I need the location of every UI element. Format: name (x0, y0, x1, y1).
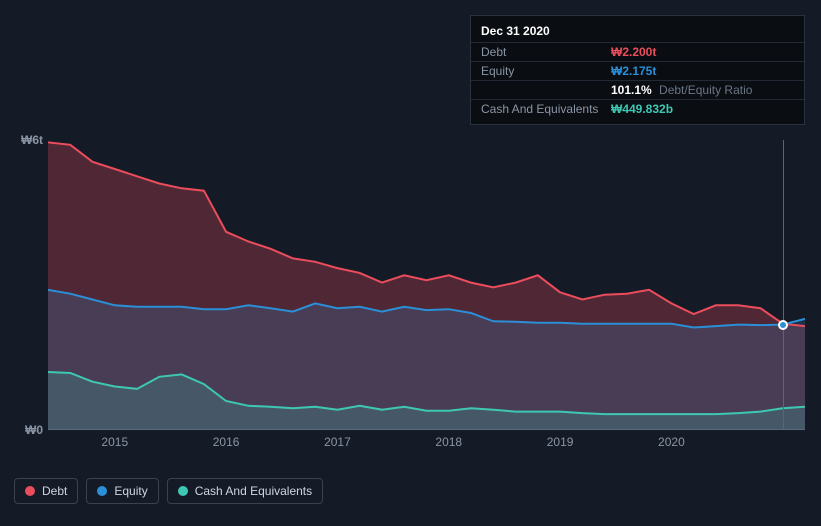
legend-swatch-icon (25, 486, 35, 496)
tooltip-row-label: Equity (481, 64, 611, 78)
tooltip-row-label (481, 83, 611, 97)
legend-item-cash[interactable]: Cash And Equivalents (167, 478, 323, 504)
legend-item-label: Equity (114, 484, 147, 498)
tooltip-row-value: ₩2.175t (611, 64, 656, 78)
debt-equity-chart: ₩6t ₩0 2015 2016 2017 2018 2019 2020 (14, 120, 807, 470)
tooltip-row-label: Debt (481, 45, 611, 59)
tooltip-row: Equity₩2.175t (471, 61, 804, 80)
chart-tooltip: Dec 31 2020 Debt₩2.200tEquity₩2.175t101.… (470, 15, 805, 125)
tooltip-row: Cash And Equivalents₩449.832b (471, 99, 804, 118)
chart-cursor-line (783, 140, 784, 429)
legend-swatch-icon (178, 486, 188, 496)
tooltip-row: Debt₩2.200t (471, 42, 804, 61)
chart-x-axis: 2015 2016 2017 2018 2019 2020 (48, 435, 805, 455)
y-axis-label: ₩0 (25, 423, 43, 437)
legend-item-debt[interactable]: Debt (14, 478, 78, 504)
x-axis-tick: 2018 (435, 435, 462, 449)
legend-swatch-icon (97, 486, 107, 496)
tooltip-row: 101.1% Debt/Equity Ratio (471, 80, 804, 99)
y-axis-label: ₩6t (21, 133, 43, 147)
chart-plot-area[interactable] (48, 140, 805, 430)
chart-legend: Debt Equity Cash And Equivalents (14, 478, 323, 504)
x-axis-tick: 2019 (547, 435, 574, 449)
tooltip-date: Dec 31 2020 (471, 22, 804, 42)
chart-cursor-dot (778, 320, 788, 330)
legend-item-label: Cash And Equivalents (195, 484, 312, 498)
x-axis-tick: 2016 (213, 435, 240, 449)
tooltip-row-value: ₩2.200t (611, 45, 656, 59)
tooltip-row-label: Cash And Equivalents (481, 102, 611, 116)
x-axis-tick: 2020 (658, 435, 685, 449)
x-axis-tick: 2017 (324, 435, 351, 449)
legend-item-equity[interactable]: Equity (86, 478, 158, 504)
tooltip-row-value: ₩449.832b (611, 102, 673, 116)
tooltip-row-ratio: 101.1% Debt/Equity Ratio (611, 83, 752, 97)
x-axis-tick: 2015 (101, 435, 128, 449)
legend-item-label: Debt (42, 484, 67, 498)
